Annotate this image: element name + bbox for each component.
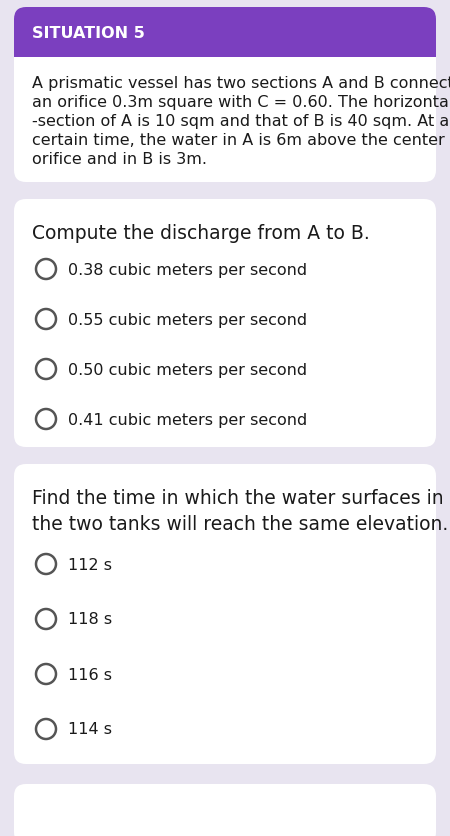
Text: 0.38 cubic meters per second: 0.38 cubic meters per second	[68, 263, 307, 278]
Text: 0.50 cubic meters per second: 0.50 cubic meters per second	[68, 362, 307, 377]
Text: 114 s: 114 s	[68, 721, 112, 737]
Text: 112 s: 112 s	[68, 557, 112, 572]
Text: 0.41 cubic meters per second: 0.41 cubic meters per second	[68, 412, 307, 427]
FancyBboxPatch shape	[14, 8, 436, 183]
Text: -section of A is 10 sqm and that of B is 40 sqm. At a: -section of A is 10 sqm and that of B is…	[32, 114, 449, 129]
Text: 118 s: 118 s	[68, 612, 112, 627]
Text: orifice and in B is 3m.: orifice and in B is 3m.	[32, 152, 207, 167]
Text: an orifice 0.3m square with C = 0.60. The horizontal cross: an orifice 0.3m square with C = 0.60. Th…	[32, 95, 450, 110]
Bar	[14, 46, 436, 58]
Text: 116 s: 116 s	[68, 666, 112, 681]
Text: SITUATION 5: SITUATION 5	[32, 25, 145, 40]
FancyBboxPatch shape	[14, 200, 436, 447]
Text: Compute the discharge from A to B.: Compute the discharge from A to B.	[32, 224, 370, 242]
Text: A prismatic vessel has two sections A and B connected by: A prismatic vessel has two sections A an…	[32, 76, 450, 91]
Text: Find the time in which the water surfaces in: Find the time in which the water surface…	[32, 488, 444, 507]
Text: certain time, the water in A is 6m above the center of the: certain time, the water in A is 6m above…	[32, 133, 450, 148]
Text: 0.55 cubic meters per second: 0.55 cubic meters per second	[68, 312, 307, 327]
FancyBboxPatch shape	[14, 784, 436, 836]
Text: the two tanks will reach the same elevation.: the two tanks will reach the same elevat…	[32, 514, 448, 533]
FancyBboxPatch shape	[14, 8, 436, 58]
FancyBboxPatch shape	[14, 465, 436, 764]
